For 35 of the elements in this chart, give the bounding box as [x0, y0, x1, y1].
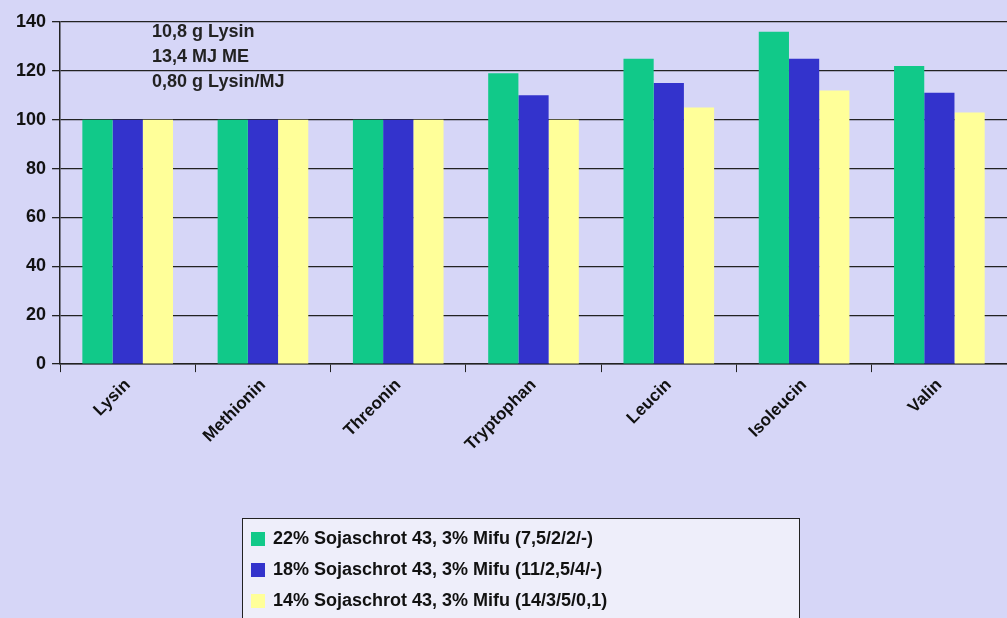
bar: [352, 119, 384, 364]
bar: [683, 107, 715, 364]
bar: [819, 90, 850, 364]
legend-label: 18% Sojaschrot 43, 3% Mifu (11/2,5/4/-): [273, 559, 603, 580]
bar: [112, 119, 143, 364]
bar: [82, 119, 113, 364]
legend-label: 14% Sojaschrot 43, 3% Mifu (14/3/5/0,1): [273, 590, 608, 611]
bar: [217, 119, 248, 364]
legend-label: 22% Sojaschrot 43, 3% Mifu (7,5/2/2/-): [273, 528, 594, 549]
bar: [894, 65, 925, 364]
bar: [278, 119, 309, 364]
bar: [548, 119, 579, 364]
bar: [413, 119, 444, 364]
bar: [142, 119, 173, 364]
bar: [924, 92, 955, 364]
y-tick-label: 80: [26, 157, 47, 178]
bar: [954, 112, 985, 364]
bar: [488, 73, 519, 364]
bar: [758, 31, 789, 364]
bar: [383, 119, 414, 364]
annotation: 0,80 g Lysin/MJ: [152, 70, 285, 91]
y-tick-label: 0: [36, 353, 47, 374]
y-tick-label: 20: [26, 304, 47, 325]
bar: [788, 58, 820, 364]
y-tick-label: 120: [15, 59, 47, 80]
annotation: 10,8 g Lysin: [152, 20, 255, 41]
bar: [247, 119, 279, 364]
bar: [518, 95, 549, 364]
y-tick-label: 140: [15, 10, 47, 31]
y-tick-label: 100: [15, 108, 47, 129]
annotation: 13,4 MJ ME: [152, 45, 250, 66]
bar: [623, 58, 654, 364]
y-tick-label: 40: [26, 255, 47, 276]
bar: [653, 83, 684, 364]
y-tick-label: 60: [26, 206, 47, 227]
